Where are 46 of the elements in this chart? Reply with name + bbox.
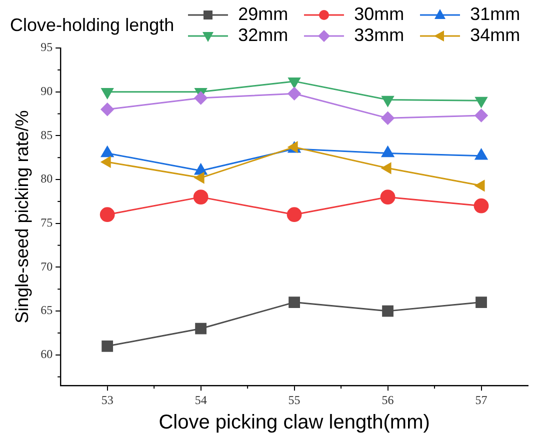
point: [382, 305, 394, 317]
legend-label: 30mm: [354, 4, 404, 25]
legend-label: 32mm: [238, 25, 288, 46]
x-tick-label: 53: [101, 392, 114, 407]
x-tick-label: 56: [382, 392, 394, 407]
point: [100, 102, 114, 116]
point: [475, 180, 485, 192]
point: [474, 198, 489, 214]
legend-label: 33mm: [354, 25, 404, 46]
y-tick-label: 70: [40, 259, 53, 274]
point: [288, 296, 300, 308]
point: [476, 296, 487, 308]
x-tick-label: 55: [288, 392, 300, 407]
point: [194, 172, 204, 184]
point: [381, 112, 394, 125]
y-tick-label: 90: [40, 84, 53, 98]
point: [193, 190, 208, 205]
point: [101, 156, 111, 168]
point: [101, 88, 114, 99]
point: [382, 162, 392, 174]
x-axis-title: Clove picking claw length(mm): [158, 412, 430, 434]
point: [382, 96, 394, 107]
point: [195, 322, 207, 334]
y-axis-title: Single-seed picking rate/%: [12, 110, 32, 324]
y-tick-label: 80: [40, 172, 53, 186]
point: [102, 340, 114, 352]
legend-label: 34mm: [470, 25, 520, 46]
legend-label: 31mm: [470, 4, 520, 25]
point: [288, 87, 301, 100]
legend-label: 29mm: [238, 4, 288, 25]
y-tick-label: 95: [40, 40, 53, 54]
point: [100, 207, 115, 222]
y-tick-label: 60: [40, 347, 53, 362]
point: [194, 91, 208, 105]
x-tick-label: 57: [475, 392, 488, 407]
y-tick-label: 75: [40, 216, 53, 230]
point: [475, 96, 488, 108]
point: [286, 207, 302, 222]
x-tick-label: 54: [194, 392, 207, 407]
legend-title: Clove-holding length: [10, 14, 174, 36]
point: [288, 142, 298, 153]
point: [474, 108, 488, 122]
y-tick-label: 65: [40, 303, 53, 318]
point: [288, 78, 300, 88]
y-tick-label: 85: [40, 128, 53, 142]
point: [380, 190, 396, 205]
